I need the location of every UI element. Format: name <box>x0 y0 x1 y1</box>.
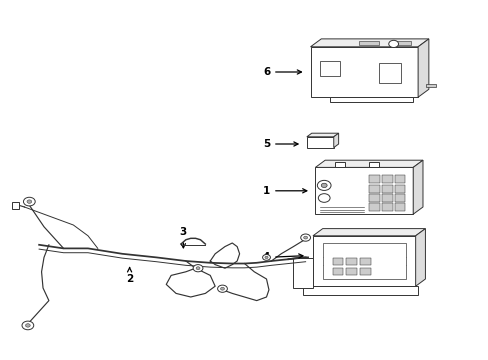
Bar <box>359 258 370 265</box>
Bar <box>310 47 417 97</box>
Circle shape <box>317 180 330 190</box>
Circle shape <box>262 255 270 260</box>
Bar <box>12 202 19 209</box>
Bar <box>346 268 356 275</box>
Bar <box>381 175 392 183</box>
Bar <box>368 203 379 211</box>
Polygon shape <box>417 39 428 97</box>
Bar <box>394 194 405 202</box>
Circle shape <box>388 40 398 48</box>
Bar <box>394 203 405 211</box>
Bar <box>312 236 415 286</box>
Text: 4: 4 <box>262 252 302 262</box>
Bar <box>390 41 410 45</box>
Bar <box>368 194 379 202</box>
Bar <box>359 41 378 45</box>
Polygon shape <box>310 39 428 47</box>
Polygon shape <box>415 229 425 286</box>
Text: 6: 6 <box>263 67 301 77</box>
Bar <box>394 175 405 183</box>
Bar <box>394 185 405 193</box>
Text: 2: 2 <box>126 268 133 284</box>
Bar <box>381 194 392 202</box>
Bar <box>329 97 412 102</box>
Bar <box>320 61 339 76</box>
Bar <box>368 175 379 183</box>
Polygon shape <box>315 160 422 167</box>
Bar <box>368 162 378 167</box>
Circle shape <box>22 321 34 330</box>
Text: 1: 1 <box>263 186 306 196</box>
Bar <box>381 203 392 211</box>
Polygon shape <box>312 229 425 236</box>
Polygon shape <box>426 84 435 87</box>
Bar <box>332 268 343 275</box>
Circle shape <box>321 183 326 188</box>
Circle shape <box>220 287 224 290</box>
Circle shape <box>23 197 35 206</box>
Bar <box>315 167 412 214</box>
Circle shape <box>318 194 329 202</box>
Bar <box>334 162 344 167</box>
Circle shape <box>27 200 32 203</box>
Bar <box>378 63 400 83</box>
Polygon shape <box>306 133 338 137</box>
Text: 3: 3 <box>180 227 186 248</box>
Bar <box>368 185 379 193</box>
Polygon shape <box>412 160 422 214</box>
Circle shape <box>303 236 307 239</box>
Circle shape <box>300 234 310 241</box>
Bar <box>303 286 417 295</box>
Circle shape <box>193 265 203 272</box>
Circle shape <box>25 324 30 327</box>
Bar <box>381 185 392 193</box>
Polygon shape <box>333 133 338 148</box>
Bar <box>332 258 343 265</box>
Bar <box>306 137 333 148</box>
Bar <box>346 258 356 265</box>
Circle shape <box>196 267 200 270</box>
Circle shape <box>217 285 227 292</box>
Bar <box>293 258 312 288</box>
Bar <box>359 268 370 275</box>
Circle shape <box>264 256 267 258</box>
Bar <box>322 243 405 279</box>
Text: 5: 5 <box>263 139 297 149</box>
